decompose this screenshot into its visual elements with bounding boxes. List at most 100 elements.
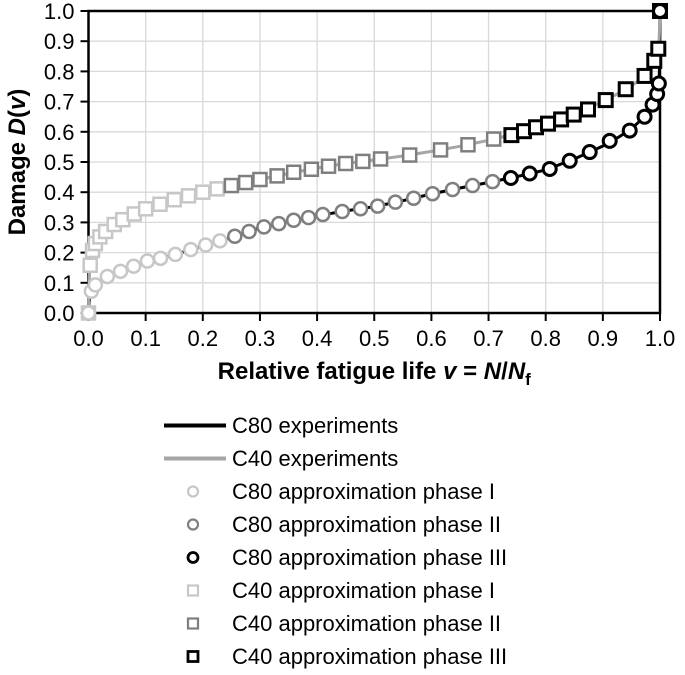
circle-marker [139, 253, 156, 269]
circle-marker [484, 173, 501, 190]
series-c80-approximation-phase-ii-markers [227, 173, 501, 245]
circle-marker [285, 212, 302, 229]
legend-item: C40 approximation phase I [158, 574, 678, 607]
square-marker [460, 137, 476, 153]
series-c80-approximation-phase-i-markers [80, 233, 228, 321]
square-marker [485, 131, 502, 147]
legend-label: C40 experiments [232, 446, 399, 471]
square-marker [195, 184, 211, 200]
legend-circle-icon [186, 485, 200, 498]
x-tick-label: 0.5 [359, 326, 390, 351]
legend-item: C80 approximation phase I [158, 475, 678, 508]
legend-item: C80 experiments [158, 409, 678, 442]
legend-line-swatch [164, 423, 226, 428]
legend-label: C40 approximation phase I [232, 578, 495, 603]
square-marker [401, 147, 418, 163]
circle-marker [300, 209, 317, 226]
legend-label: C40 approximation phase II [232, 611, 502, 636]
x-axis-title: Relative fatigue life v = N/Nf [218, 358, 531, 389]
plot-svg: 0.0 0.1 0.2 0.3 0.4 0.5 0.6 0.7 0.8 0.9 1.0 0.0 0.1 0… [4, 0, 675, 389]
legend-label: C80 approximation phase I [232, 479, 495, 504]
chart-legend: C80 experiments C40 experiments C80 approx… [158, 409, 678, 673]
square-marker [650, 40, 667, 57]
legend-label: C80 approximation phase II [232, 512, 502, 537]
square-marker [223, 177, 240, 194]
legend-circle-swatch [186, 485, 200, 498]
legend-item: C40 approximation phase II [158, 607, 678, 640]
square-marker [320, 158, 337, 174]
legend-circle-icon [186, 518, 200, 531]
legend-circle-swatch [186, 518, 200, 531]
x-tick-label: 0.9 [588, 326, 619, 351]
circle-marker [387, 194, 404, 210]
axis-ticks: 0.0 0.1 0.2 0.3 0.4 0.5 0.6 0.7 0.8 0.9 1.0 0.0 0.1 0… [44, 0, 675, 351]
legend-circle-icon [186, 551, 200, 564]
series-c40-approximation-phase-iii-markers [503, 3, 668, 144]
circle-marker [80, 305, 97, 321]
legend-square-swatch [186, 617, 200, 630]
square-marker [137, 201, 154, 217]
x-tick-label: 0.7 [473, 326, 504, 351]
square-marker [209, 181, 225, 197]
y-tick-label: 0.3 [44, 210, 75, 235]
circle-marker [315, 206, 331, 223]
x-tick-label: 1.0 [645, 326, 676, 351]
circle-marker [99, 268, 116, 285]
circle-marker [167, 246, 184, 263]
square-marker [565, 106, 582, 123]
legend-label: C80 experiments [232, 413, 399, 438]
square-marker [337, 155, 354, 172]
square-marker [285, 164, 302, 181]
circle-marker [636, 108, 653, 125]
circle-marker [271, 215, 287, 232]
circle-marker [521, 165, 538, 182]
legend-square-swatch [186, 650, 200, 663]
legend-item: C40 approximation phase III [158, 640, 678, 673]
square-marker [617, 81, 634, 98]
legend-square-icon [186, 617, 200, 630]
circle-marker [601, 132, 618, 149]
legend-item: C80 approximation phase III [158, 541, 678, 574]
series-c40-approximation-phase-ii-markers [223, 131, 502, 194]
circle-marker [621, 122, 638, 139]
fatigue-damage-chart: 0.0 0.1 0.2 0.3 0.4 0.5 0.6 0.7 0.8 0.9 1.0 0.0 0.1 0… [4, 0, 675, 389]
x-tick-label: 0.2 [188, 326, 219, 351]
y-tick-label: 1.0 [44, 0, 75, 24]
circle-marker [464, 177, 481, 194]
x-tick-label: 0.0 [73, 326, 104, 351]
circle-marker [502, 170, 519, 187]
square-marker [579, 101, 596, 118]
circle-marker [227, 228, 243, 245]
y-tick-label: 0.0 [44, 301, 75, 326]
y-axis-title: Damage D(v) [4, 89, 31, 236]
circle-marker [352, 201, 369, 217]
legend-item: C80 approximation phase II [158, 508, 678, 541]
circle-marker [183, 241, 199, 258]
circle-marker [152, 250, 169, 267]
circle-marker [256, 219, 272, 235]
legend-label: C40 approximation phase III [232, 644, 508, 669]
square-marker [269, 168, 285, 184]
legend-square-icon [186, 650, 200, 663]
x-tick-label: 0.3 [245, 326, 276, 351]
circle-marker [444, 181, 461, 198]
square-marker [432, 142, 449, 158]
x-tick-label: 0.4 [302, 326, 333, 351]
square-marker [372, 151, 389, 167]
circle-marker [561, 152, 578, 169]
gridlines [88, 11, 660, 313]
square-marker [303, 161, 320, 177]
circle-marker [112, 263, 129, 280]
y-tick-label: 0.4 [44, 180, 75, 205]
x-tick-label: 0.8 [530, 326, 561, 351]
series-c80-approximation-phase-iii-markers [502, 3, 668, 187]
circle-marker [581, 144, 598, 161]
legend-square-swatch [186, 584, 200, 597]
circle-marker [241, 223, 257, 240]
legend-line-swatch [164, 456, 226, 461]
y-tick-label: 0.6 [44, 120, 75, 145]
square-marker [503, 127, 520, 144]
circle-marker [369, 198, 386, 214]
square-marker [152, 196, 168, 213]
y-tick-label: 0.1 [44, 271, 75, 296]
